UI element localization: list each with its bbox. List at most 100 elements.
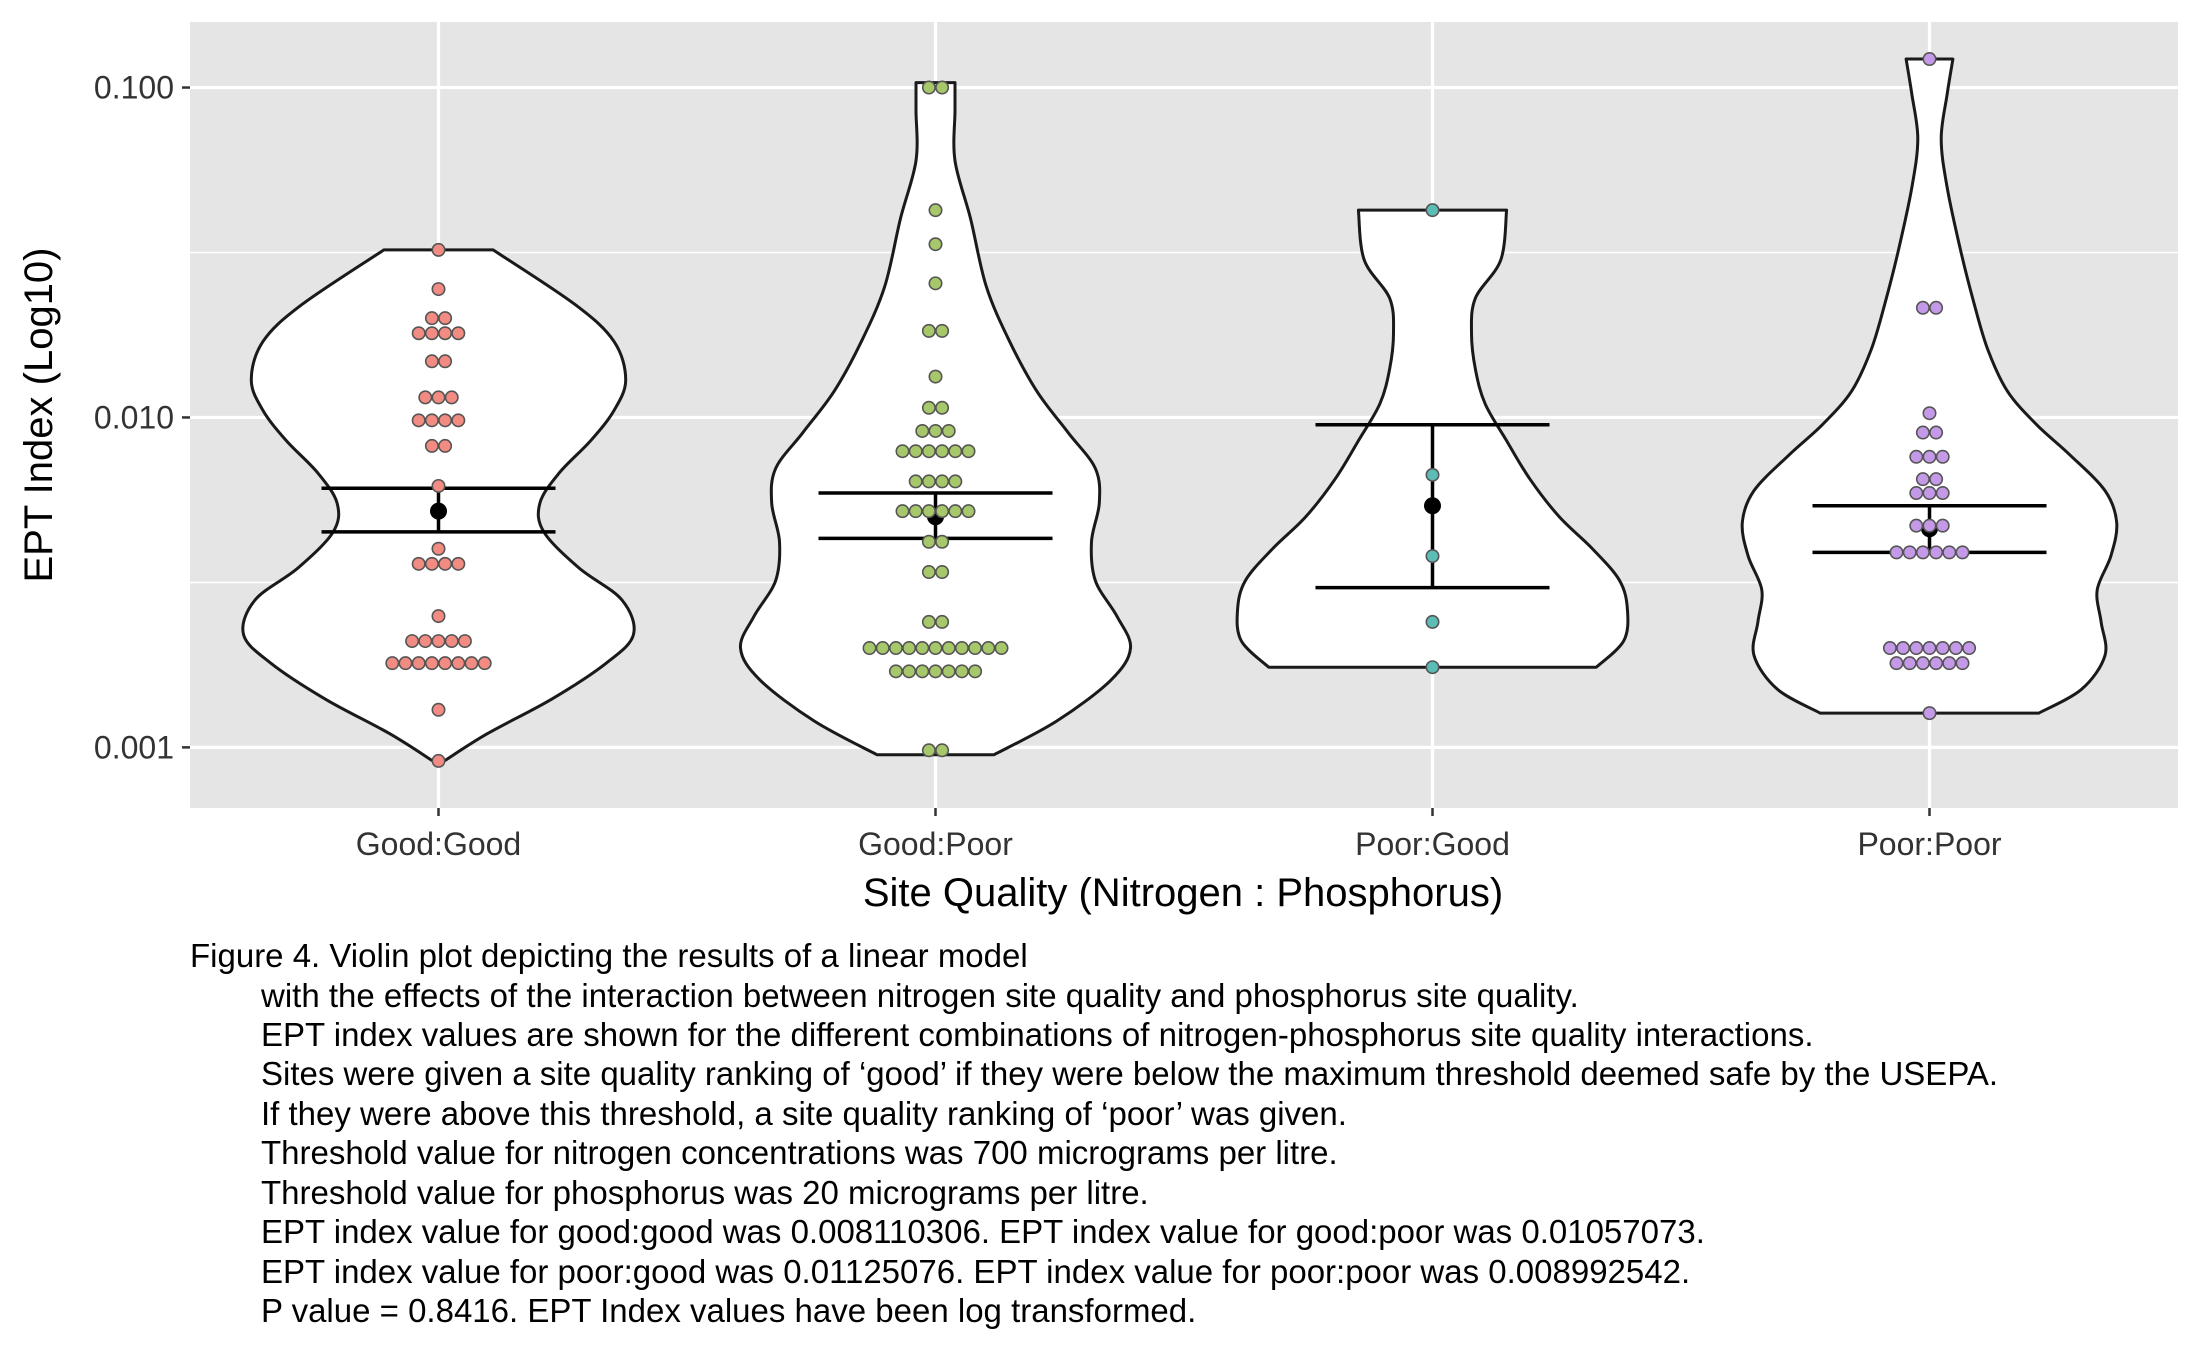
- data-point: [935, 743, 950, 758]
- data-point: [954, 664, 969, 679]
- data-point: [418, 390, 433, 405]
- data-point: [1955, 656, 1970, 671]
- data-point: [1929, 656, 1944, 671]
- data-point: [1915, 545, 1930, 560]
- axes: 0.001 0.010 0.100 Good:Good Good:Poor Poor:Go…: [94, 70, 2002, 862]
- data-point: [438, 326, 453, 341]
- data-point: [1889, 545, 1904, 560]
- data-point: [1942, 545, 1957, 560]
- caption-line: If they were above this threshold, a sit…: [261, 1095, 1347, 1132]
- data-point: [1922, 706, 1937, 721]
- data-point: [438, 413, 453, 428]
- data-point: [1425, 614, 1440, 629]
- data-point: [895, 504, 910, 519]
- data-point: [935, 400, 950, 415]
- data-point: [1909, 486, 1924, 501]
- data-point: [921, 474, 936, 489]
- data-point: [457, 634, 472, 649]
- x-tick-label: Good:Good: [356, 826, 521, 862]
- data-point: [1962, 641, 1977, 656]
- data-point: [431, 753, 446, 768]
- data-point: [928, 664, 943, 679]
- data-point: [935, 323, 950, 338]
- y-tick-label: 0.010: [94, 399, 174, 435]
- data-point: [431, 609, 446, 624]
- data-point: [1902, 545, 1917, 560]
- data-point: [477, 656, 492, 671]
- data-point: [915, 641, 930, 656]
- caption-line: Sites were given a site quality ranking …: [261, 1055, 1999, 1092]
- data-point: [1922, 518, 1937, 533]
- data-point: [398, 656, 413, 671]
- x-tick-label: Poor:Good: [1355, 826, 1510, 862]
- violin-poor-poor: [1740, 57, 2119, 715]
- data-point: [424, 656, 439, 671]
- data-point: [444, 390, 459, 405]
- caption-line: EPT index value for good:good was 0.0081…: [261, 1213, 1705, 1250]
- data-point: [994, 641, 1009, 656]
- data-point: [915, 423, 930, 438]
- data-point: [908, 504, 923, 519]
- data-point: [921, 323, 936, 338]
- data-point: [935, 80, 950, 95]
- data-point: [902, 641, 917, 656]
- data-point: [1942, 656, 1957, 671]
- data-point: [948, 504, 963, 519]
- data-point: [438, 311, 453, 326]
- mean-point: [430, 502, 447, 520]
- data-point: [451, 656, 466, 671]
- data-point: [968, 641, 983, 656]
- data-point: [1896, 641, 1911, 656]
- data-point: [1909, 641, 1924, 656]
- data-point: [1929, 472, 1944, 487]
- data-point: [1915, 656, 1930, 671]
- data-point: [954, 641, 969, 656]
- data-point: [438, 438, 453, 453]
- y-tick-label: 0.100: [94, 70, 174, 106]
- data-point: [451, 413, 466, 428]
- data-point: [961, 444, 976, 459]
- data-point: [961, 504, 976, 519]
- data-point: [431, 702, 446, 717]
- data-point: [431, 390, 446, 405]
- data-point: [1922, 641, 1937, 656]
- y-tick-label: 0.001: [94, 729, 174, 765]
- data-point: [935, 504, 950, 519]
- data-point: [935, 474, 950, 489]
- data-point: [941, 641, 956, 656]
- data-point: [935, 444, 950, 459]
- data-point: [902, 664, 917, 679]
- data-point: [948, 474, 963, 489]
- data-point: [928, 276, 943, 291]
- data-point: [1955, 545, 1970, 560]
- data-point: [921, 565, 936, 580]
- data-point: [888, 664, 903, 679]
- data-point: [928, 423, 943, 438]
- data-point: [1948, 641, 1963, 656]
- caption-line: Figure 4. Violin plot depicting the resu…: [190, 937, 1028, 974]
- caption-line: Threshold value for phosphorus was 20 mi…: [261, 1174, 1149, 1211]
- data-point: [1915, 472, 1930, 487]
- data-point: [424, 326, 439, 341]
- data-point: [1425, 660, 1440, 675]
- data-points: [385, 52, 1977, 768]
- data-point: [921, 614, 936, 629]
- y-axis-label: EPT Index (Log10): [17, 247, 61, 582]
- data-point: [1935, 449, 1950, 464]
- data-point: [1929, 300, 1944, 315]
- data-point: [1425, 549, 1440, 564]
- data-point: [385, 656, 400, 671]
- data-point: [968, 664, 983, 679]
- data-point: [424, 413, 439, 428]
- data-point: [921, 80, 936, 95]
- x-axis-label: Site Quality (Nitrogen : Phosphorus): [863, 871, 1503, 915]
- data-point: [424, 556, 439, 571]
- caption-line: with the effects of the interaction betw…: [261, 977, 1579, 1014]
- data-point: [1922, 52, 1937, 67]
- data-point: [935, 534, 950, 549]
- data-point: [418, 634, 433, 649]
- data-point: [981, 641, 996, 656]
- caption-line: EPT index values are shown for the diffe…: [261, 1016, 1814, 1053]
- data-point: [1889, 656, 1904, 671]
